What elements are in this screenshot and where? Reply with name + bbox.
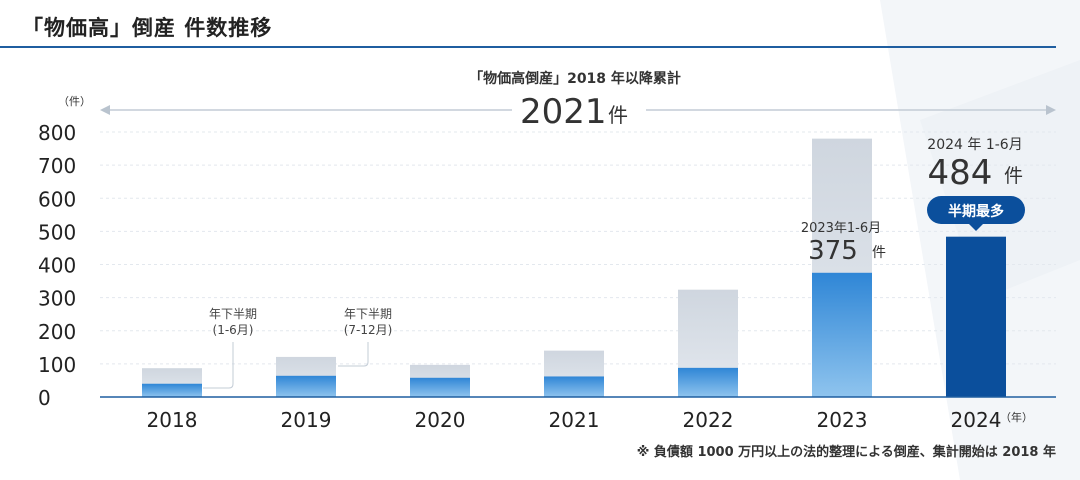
bar-first-half-2024 [946, 236, 1006, 397]
summary-span-arrow-left [100, 105, 110, 115]
bar-first-half-2021 [544, 376, 604, 397]
callout-first-half-line1: 年下半期 [209, 307, 257, 321]
y-tick-label: 300 [38, 287, 76, 311]
x-tick-label: 2020 [415, 408, 466, 432]
annotation-2023-period: 2023年1-6月 [801, 221, 881, 236]
record-badge-label: 半期最多 [948, 203, 1004, 220]
bar-first-half-2019 [276, 375, 336, 397]
callout-second-half-leader [338, 342, 369, 367]
y-tick-label: 200 [38, 320, 76, 344]
y-axis-label: （件） [58, 95, 91, 108]
x-tick-label: 2022 [683, 408, 734, 432]
callout-second-half-line2: (7-12月) [344, 323, 393, 337]
x-tick-label: 2024 [951, 408, 1002, 432]
annotation-2024: 2024 年 1-6月 484 件 半期最多 [927, 137, 1025, 231]
annotation-2023-unit: 件 [872, 245, 886, 261]
summary-total-unit: 件 [608, 103, 628, 127]
title-divider [0, 46, 1056, 48]
x-axis-ticks: 2018 2019 2020 2021 2022 2023 2024 [147, 408, 1002, 432]
record-badge [927, 196, 1025, 224]
bars [142, 138, 1006, 397]
summary-span-arrow-right [1046, 105, 1056, 115]
y-axis-ticks: 0 100 200 300 400 500 600 700 800 [38, 121, 76, 410]
y-tick-label: 0 [38, 386, 51, 410]
annotation-2024-unit: 件 [1004, 165, 1023, 187]
x-tick-label: 2018 [147, 408, 198, 432]
bar-first-half-2023 [812, 272, 872, 397]
y-tick-label: 100 [38, 353, 76, 377]
y-tick-label: 400 [38, 254, 76, 278]
x-tick-label: 2023 [817, 408, 868, 432]
y-tick-label: 500 [38, 220, 76, 244]
annotation-2023-value: 375 [808, 236, 858, 266]
x-tick-label: 2021 [549, 408, 600, 432]
callout-second-half-line1: 年下半期 [344, 307, 392, 321]
x-tick-label: 2019 [281, 408, 332, 432]
annotation-2024-period: 2024 年 1-6月 [927, 137, 1022, 153]
callout-second-half: 年下半期 (7-12月) [338, 307, 393, 367]
summary-caption: 「物価高倒産」2018 年以降累計 [469, 70, 681, 87]
footnote: ※ 負債額 1000 万円以上の法的整理による倒産、集計開始は 2018 年 [636, 445, 1056, 460]
callout-first-half: 年下半期 (1-6月) [203, 307, 257, 389]
bar-first-half-2018 [142, 383, 202, 397]
callout-first-half-line2: (1-6月) [213, 323, 254, 337]
annotation-2024-value: 484 [928, 153, 993, 193]
y-tick-label: 800 [38, 121, 76, 145]
callout-first-half-leader [203, 342, 234, 389]
bar-first-half-2022 [678, 367, 738, 397]
y-tick-label: 700 [38, 154, 76, 178]
annotation-2023: 2023年1-6月 375 件 [801, 221, 886, 266]
y-tick-label: 600 [38, 187, 76, 211]
x-axis-unit: （年） [1000, 410, 1033, 424]
page-title: 「物価高」倒産 件数推移 [22, 16, 273, 40]
summary-value-background [512, 92, 646, 128]
summary-total-value: 2021 [520, 92, 607, 132]
bar-first-half-2020 [410, 377, 470, 397]
record-badge-pointer [968, 223, 984, 231]
